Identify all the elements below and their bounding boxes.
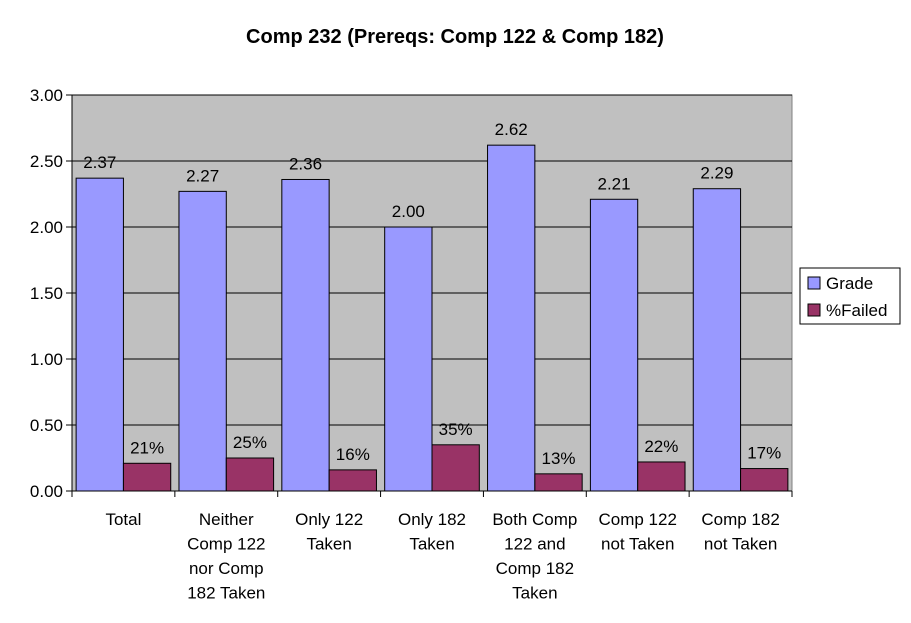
x-tick-label: Both Comp 122 and Comp 182 Taken: [492, 510, 577, 603]
y-tick-label: 0.50: [30, 416, 63, 435]
x-tick-label: Comp 182 not Taken: [701, 510, 779, 554]
bar-grade: [75, 177, 124, 492]
bar-failed: [534, 473, 583, 492]
y-tick-label: 1.50: [30, 284, 63, 303]
bar-failed: [637, 461, 686, 492]
y-tick-label: 1.00: [30, 350, 63, 369]
bar-failed: [431, 444, 480, 492]
legend: Grade %Failed: [799, 267, 901, 325]
x-tick-label: Comp 122 not Taken: [598, 510, 676, 554]
data-label: 16%: [336, 445, 370, 464]
data-label: 25%: [233, 433, 267, 452]
x-tick-label: Total: [105, 510, 141, 529]
data-label: 22%: [644, 437, 678, 456]
bar-failed: [122, 462, 172, 492]
y-axis-ticks: 0.00 0.50 1.00 1.50 2.00 2.50 3.00: [30, 86, 72, 501]
data-label: 2.62: [495, 120, 528, 139]
x-axis-ticks: Total Neither Comp 122 nor Comp 182 Taken Onl…: [71, 491, 793, 603]
bar-failed: [740, 468, 789, 492]
x-tick-label: Neither Comp 122 nor Comp 182 Taken: [187, 510, 265, 603]
data-label: 2.27: [186, 166, 219, 185]
y-tick-label: 2.50: [30, 152, 63, 171]
bar-grade: [589, 198, 639, 492]
y-tick-label: 0.00: [30, 482, 63, 501]
data-label: 2.29: [700, 164, 733, 183]
data-labels: 2.37 21% 2.27 25% 2.36 16% 2.00 35% 2.62 13% 2.21 2…: [83, 120, 781, 468]
data-label: 21%: [130, 438, 164, 457]
y-tick-label: 2.00: [30, 218, 63, 237]
chart-title: Comp 232 (Prereqs: Comp 122 & Comp 182): [246, 26, 664, 48]
legend-label: Grade: [826, 274, 873, 293]
data-label: 2.36: [289, 154, 322, 173]
legend-label: %Failed: [826, 301, 887, 320]
data-label: 17%: [747, 444, 781, 463]
bar-grade: [692, 188, 742, 492]
legend-swatch: [807, 276, 821, 290]
bar-failed: [225, 457, 275, 492]
legend-swatch: [807, 303, 821, 317]
x-tick-label: Only 182 Taken: [398, 510, 466, 554]
bar-grade: [281, 178, 330, 492]
bar-grade: [384, 226, 433, 492]
bar-failed: [328, 469, 377, 492]
x-tick-label: Only 122 Taken: [295, 510, 363, 554]
data-label: 35%: [439, 420, 473, 439]
data-label: 13%: [541, 449, 575, 468]
bar-grade: [178, 190, 227, 492]
bars: [75, 144, 789, 492]
bar-grade: [487, 144, 536, 492]
data-label: 2.00: [392, 202, 425, 221]
data-label: 2.21: [598, 174, 631, 193]
data-label: 2.37: [83, 153, 116, 172]
y-tick-label: 3.00: [30, 86, 63, 105]
